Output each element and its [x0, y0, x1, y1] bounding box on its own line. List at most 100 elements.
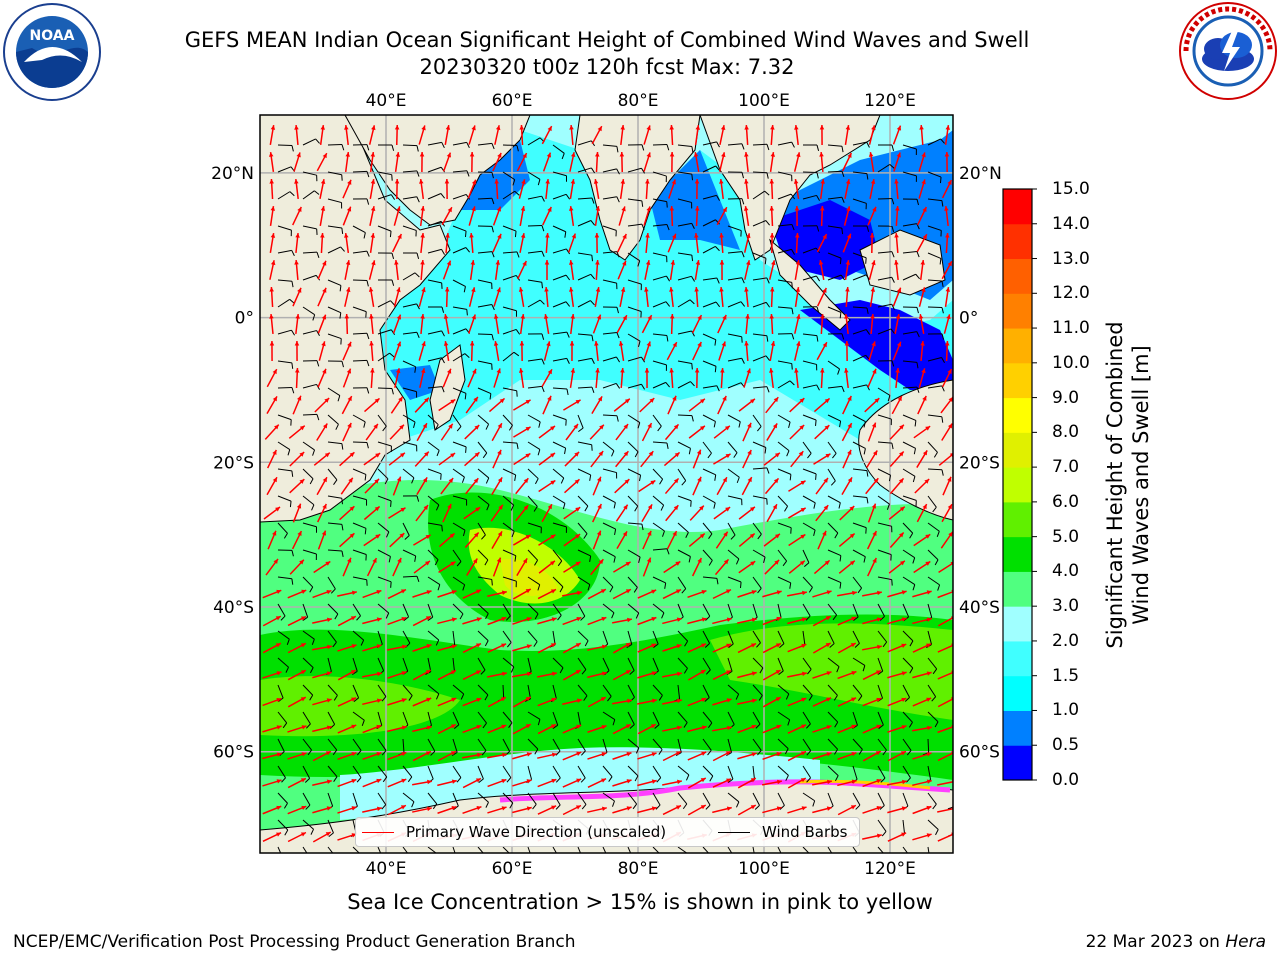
wind-barb — [627, 441, 639, 458]
wind-barb — [452, 279, 466, 293]
wave-arrow — [587, 616, 607, 626]
wave-arrow — [618, 206, 626, 226]
wind-barb — [302, 549, 317, 560]
wind-barb — [752, 301, 771, 308]
wave-arrow — [394, 259, 399, 281]
wind-barb — [852, 630, 860, 648]
wind-barb — [627, 144, 645, 151]
wind-barb — [552, 357, 570, 364]
wave-arrow — [669, 259, 676, 281]
wind-barb — [777, 380, 795, 389]
wave-arrow — [862, 590, 882, 597]
wave-arrow — [442, 503, 452, 523]
wave-arrow — [762, 724, 782, 734]
wind-barb — [802, 360, 818, 371]
wave-arrow — [563, 533, 581, 547]
wave-arrow — [569, 124, 574, 146]
wind-barb — [477, 765, 484, 784]
wave-arrow — [463, 506, 481, 520]
wind-barb — [477, 414, 490, 430]
wave-arrow — [392, 314, 402, 334]
wind-barb — [402, 441, 418, 452]
wind-barb — [277, 630, 290, 646]
wave-arrow — [467, 179, 477, 199]
wind-barb — [277, 765, 286, 783]
wave-arrow — [317, 287, 327, 307]
wave-arrow — [737, 590, 757, 598]
wind-barb — [302, 738, 313, 756]
wind-barb — [727, 414, 741, 428]
wave-arrow — [737, 752, 757, 760]
wind-barb — [277, 819, 289, 836]
wave-arrow — [593, 179, 600, 199]
wind-barb — [852, 329, 871, 335]
wind-barb — [477, 387, 492, 400]
wind-barb — [452, 225, 467, 238]
wave-arrow — [662, 588, 682, 600]
wave-arrow — [719, 178, 724, 200]
wind-barb — [752, 711, 761, 729]
wave-arrow — [487, 616, 507, 626]
lon-label-bottom: 80°E — [618, 859, 659, 879]
wind-barb — [652, 381, 671, 389]
wind-barb — [502, 522, 515, 538]
wind-barb — [827, 252, 842, 265]
wind-barb — [752, 386, 770, 393]
wave-arrow — [944, 286, 951, 308]
wave-arrow — [764, 559, 780, 575]
wave-arrow — [837, 697, 857, 707]
wind-barb — [527, 630, 538, 647]
wind-barb — [602, 549, 616, 563]
wave-arrow — [289, 559, 305, 575]
wind-barb — [827, 225, 844, 235]
wave-arrow — [787, 617, 807, 625]
wave-arrow — [887, 643, 907, 653]
lat-label-right: 40°S — [959, 598, 1000, 618]
wind-barb — [502, 765, 512, 783]
wave-arrow — [262, 589, 282, 599]
wave-arrow — [787, 777, 807, 789]
wave-arrow — [841, 152, 853, 172]
wind-barb — [852, 522, 867, 534]
wind-barb — [877, 738, 887, 756]
wave-arrow — [744, 340, 749, 362]
wind-barb — [652, 468, 664, 485]
wave-arrow — [812, 725, 832, 733]
wave-arrow — [464, 451, 480, 467]
wave-arrow — [887, 779, 907, 786]
wave-arrow — [513, 399, 531, 411]
wind-barb — [927, 333, 945, 340]
wind-barb — [277, 298, 295, 308]
wave-arrow — [615, 450, 629, 468]
wave-arrow — [413, 560, 431, 574]
wave-arrow — [793, 152, 801, 172]
wave-arrow — [745, 313, 750, 335]
wind-barb — [352, 279, 369, 287]
wave-arrow — [742, 422, 752, 442]
wind-barb — [377, 300, 395, 308]
wave-arrow — [419, 178, 425, 200]
wave-arrow — [694, 367, 700, 389]
wave-arrow — [317, 314, 327, 334]
colorbar-segment — [1003, 189, 1032, 225]
wave-arrow — [664, 423, 680, 441]
wave-arrow — [944, 340, 950, 362]
wave-arrow — [662, 617, 682, 625]
wave-arrow — [295, 313, 300, 335]
wind-barb — [802, 306, 820, 313]
wind-barb — [952, 333, 953, 334]
wind-barb — [952, 361, 953, 362]
wind-barb — [302, 171, 318, 182]
wind-barb — [277, 414, 292, 426]
wind-barb — [427, 738, 436, 756]
wind-barb — [827, 441, 837, 459]
wave-arrow — [842, 449, 852, 469]
wind-barb — [802, 765, 812, 783]
wave-arrow — [820, 313, 825, 335]
wave-arrow — [519, 206, 526, 226]
wind-barb — [477, 303, 495, 311]
colorbar — [1002, 188, 1037, 781]
wave-arrow — [487, 806, 507, 814]
wave-arrow — [794, 124, 799, 146]
wind-barb — [877, 468, 892, 482]
